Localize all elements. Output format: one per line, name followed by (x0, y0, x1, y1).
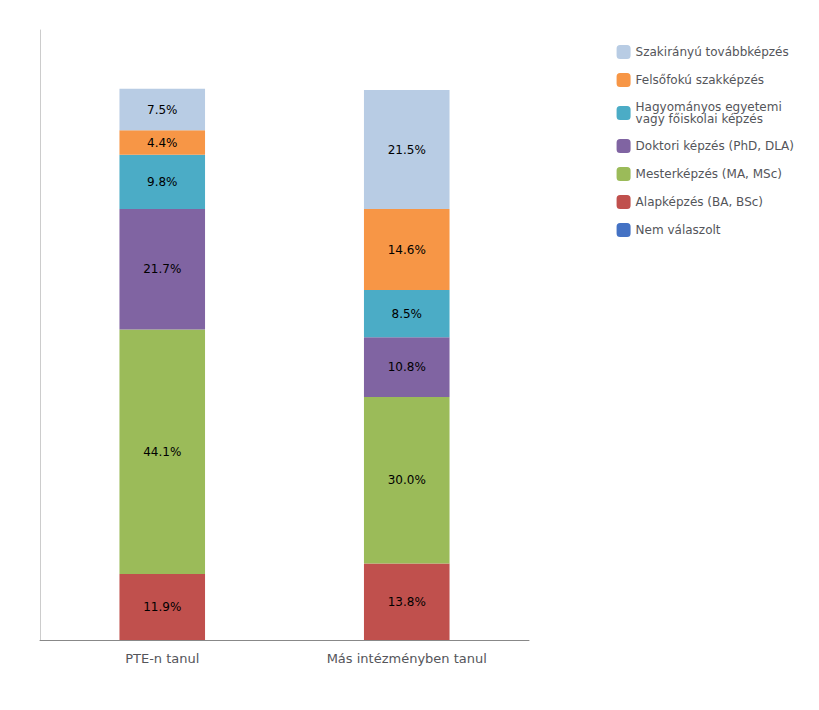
svg-text:PTE-n tanul: PTE-n tanul (125, 651, 199, 666)
svg-text:Doktori képzés (PhD, DLA): Doktori képzés (PhD, DLA) (636, 139, 794, 153)
svg-text:14.6%: 14.6% (388, 243, 426, 257)
svg-text:8.5%: 8.5% (392, 307, 423, 321)
svg-text:Szakirányú továbbképzés: Szakirányú továbbképzés (636, 45, 789, 59)
svg-text:30.0%: 30.0% (388, 473, 426, 487)
svg-text:Felsőfokú szakképzés: Felsőfokú szakképzés (636, 73, 764, 87)
svg-text:4.4%: 4.4% (147, 136, 178, 150)
svg-text:13.8%: 13.8% (388, 595, 426, 609)
svg-text:Más intézményben tanul: Más intézményben tanul (327, 651, 487, 666)
svg-text:21.7%: 21.7% (143, 262, 181, 276)
svg-text:vagy főiskolai képzés: vagy főiskolai képzés (636, 112, 763, 126)
svg-text:11.9%: 11.9% (143, 600, 181, 614)
svg-text:Mesterképzés (MA, MSc): Mesterképzés (MA, MSc) (636, 167, 782, 181)
svg-text:Alapképzés (BA, BSc): Alapképzés (BA, BSc) (636, 195, 763, 209)
svg-text:21.5%: 21.5% (388, 143, 426, 157)
svg-text:Nem válaszolt: Nem válaszolt (636, 223, 721, 237)
svg-text:Hagyományos egyetemi: Hagyományos egyetemi (635, 100, 782, 114)
svg-text:9.8%: 9.8% (147, 175, 178, 189)
svg-text:7.5%: 7.5% (147, 103, 178, 117)
svg-text:44.1%: 44.1% (143, 445, 181, 459)
svg-text:10.8%: 10.8% (388, 360, 426, 374)
